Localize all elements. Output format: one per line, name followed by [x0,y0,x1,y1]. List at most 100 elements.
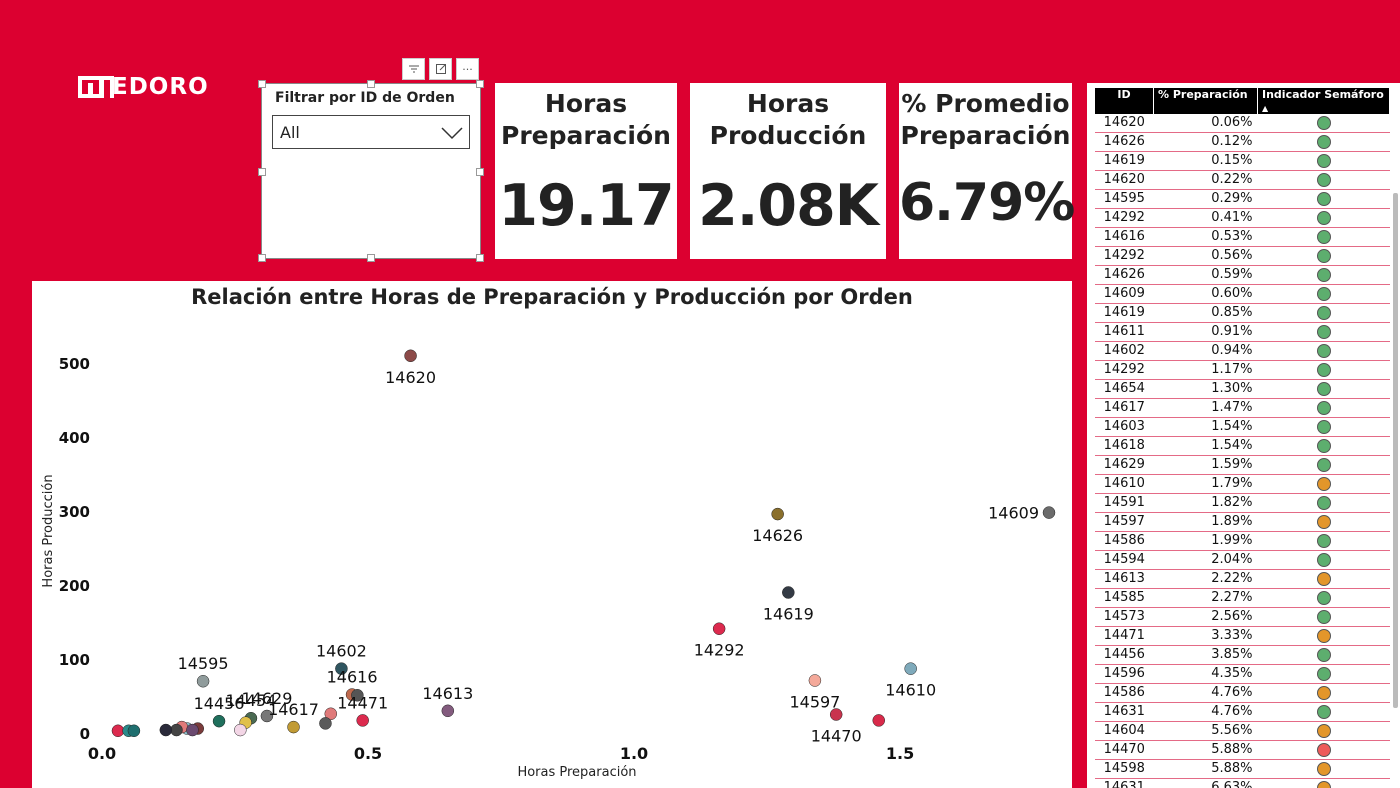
cell-id: 14595 [1095,189,1154,209]
column-header-indicator[interactable]: Indicador Semáforo ▲ [1257,88,1390,114]
table-row[interactable]: 14292 0.41% [1095,208,1390,228]
table-row[interactable]: 14610 1.79% [1095,474,1390,494]
focus-mode-icon[interactable] [429,58,452,80]
resize-handle[interactable] [258,168,266,176]
data-point-label: 14629 [241,689,292,708]
resize-handle[interactable] [258,254,266,262]
order-id-slicer: Filtrar por ID de Orden All [258,80,484,262]
cell-indicator [1257,227,1390,247]
table-row[interactable]: 14585 2.27% [1095,588,1390,608]
resize-handle[interactable] [367,80,375,88]
table-row[interactable]: 14596 4.35% [1095,664,1390,684]
kpi-card-title: Horas Producción [709,89,867,150]
y-tick-label: 400 [59,429,90,447]
cell-pct: 0.22% [1153,170,1258,190]
status-dot-icon [1316,495,1331,510]
status-dot-icon [1316,780,1331,788]
data-point-label: 14617 [268,700,319,719]
status-dot-icon [1316,153,1331,168]
cell-pct: 1.79% [1153,474,1258,494]
cell-id: 14596 [1095,664,1154,684]
data-point [782,586,795,599]
cell-indicator [1257,531,1390,551]
cell-id: 14626 [1095,265,1154,285]
cell-indicator [1257,759,1390,779]
resize-handle[interactable] [476,168,484,176]
slicer-dropdown[interactable]: All [272,115,470,149]
table-row[interactable]: 14598 5.88% [1095,759,1390,779]
table-row[interactable]: 14631 4.76% [1095,702,1390,722]
resize-handle[interactable] [367,254,375,262]
status-dot-icon [1316,210,1331,225]
table-row[interactable]: 14591 1.82% [1095,493,1390,513]
cell-indicator [1257,778,1390,788]
table-row[interactable]: 14618 1.54% [1095,436,1390,456]
y-axis-label: Horas Producción [41,474,56,587]
table-row[interactable]: 14604 5.56% [1095,721,1390,741]
table-row[interactable]: 14292 1.17% [1095,360,1390,380]
table-row[interactable]: 14616 0.53% [1095,227,1390,247]
table-row[interactable]: 14611 0.91% [1095,322,1390,342]
table-row[interactable]: 14654 1.30% [1095,379,1390,399]
status-dot-icon [1316,419,1331,434]
cell-id: 14456 [1095,645,1154,665]
table-row[interactable]: 14595 0.29% [1095,189,1390,209]
table-row[interactable]: 14620 0.06% [1095,114,1390,133]
table-row[interactable]: 14602 0.94% [1095,341,1390,361]
cell-indicator [1257,208,1390,228]
table-row[interactable]: 14603 1.54% [1095,417,1390,437]
table-row[interactable]: 14617 1.47% [1095,398,1390,418]
table-row[interactable]: 14626 0.12% [1095,132,1390,152]
table-row[interactable]: 14631 6.63% [1095,778,1390,788]
resize-handle[interactable] [258,80,266,88]
slicer-title: Filtrar por ID de Orden [275,90,455,106]
table-row[interactable]: 14619 0.15% [1095,151,1390,171]
resize-handle[interactable] [476,80,484,88]
column-header-id[interactable]: ID [1095,88,1154,114]
table-row[interactable]: 14292 0.56% [1095,246,1390,266]
data-point-label: 14454 [226,691,277,710]
status-dot-icon [1316,267,1331,282]
x-axis-label: Horas Preparación [517,765,636,780]
column-header-pct[interactable]: % Preparación [1153,88,1258,114]
kpi-card-horas-preparacion: Horas Preparación 19.17 [495,83,677,259]
table-row[interactable]: 14456 3.85% [1095,645,1390,665]
cell-pct: 5.56% [1153,721,1258,741]
data-point [356,714,369,727]
data-point [441,704,455,718]
table-row[interactable]: 14586 4.76% [1095,683,1390,703]
cell-id: 14616 [1095,227,1154,247]
cell-id: 14617 [1095,398,1154,418]
table-scrollbar[interactable] [1393,193,1398,708]
cell-pct: 0.91% [1153,322,1258,342]
table-row[interactable]: 14626 0.59% [1095,265,1390,285]
cell-id: 14619 [1095,303,1154,323]
table-row[interactable]: 14470 5.88% [1095,740,1390,760]
table-row[interactable]: 14586 1.99% [1095,531,1390,551]
cell-id: 14292 [1095,360,1154,380]
cell-pct: 0.41% [1153,208,1258,228]
cell-id: 14604 [1095,721,1154,741]
table-row[interactable]: 14597 1.89% [1095,512,1390,532]
cell-pct: 0.85% [1153,303,1258,323]
table-row[interactable]: 14613 2.22% [1095,569,1390,589]
cell-id: 14609 [1095,284,1154,304]
data-point [904,662,917,675]
preparation-table: ID % Preparación Indicador Semáforo ▲ 146… [1087,83,1400,788]
cell-indicator [1257,360,1390,380]
table-row[interactable]: 14609 0.60% [1095,284,1390,304]
table-row[interactable]: 14573 2.56% [1095,607,1390,627]
cell-pct: 0.94% [1153,341,1258,361]
table-row[interactable]: 14471 3.33% [1095,626,1390,646]
table-row[interactable]: 14620 0.22% [1095,170,1390,190]
more-options-icon[interactable]: ··· [456,58,479,80]
status-dot-icon [1316,134,1331,149]
table-row[interactable]: 14629 1.59% [1095,455,1390,475]
resize-handle[interactable] [476,254,484,262]
cell-indicator [1257,398,1390,418]
table-row[interactable]: 14594 2.04% [1095,550,1390,570]
cell-id: 14594 [1095,550,1154,570]
table-row[interactable]: 14619 0.85% [1095,303,1390,323]
filter-icon[interactable] [402,58,425,80]
cell-indicator [1257,740,1390,760]
